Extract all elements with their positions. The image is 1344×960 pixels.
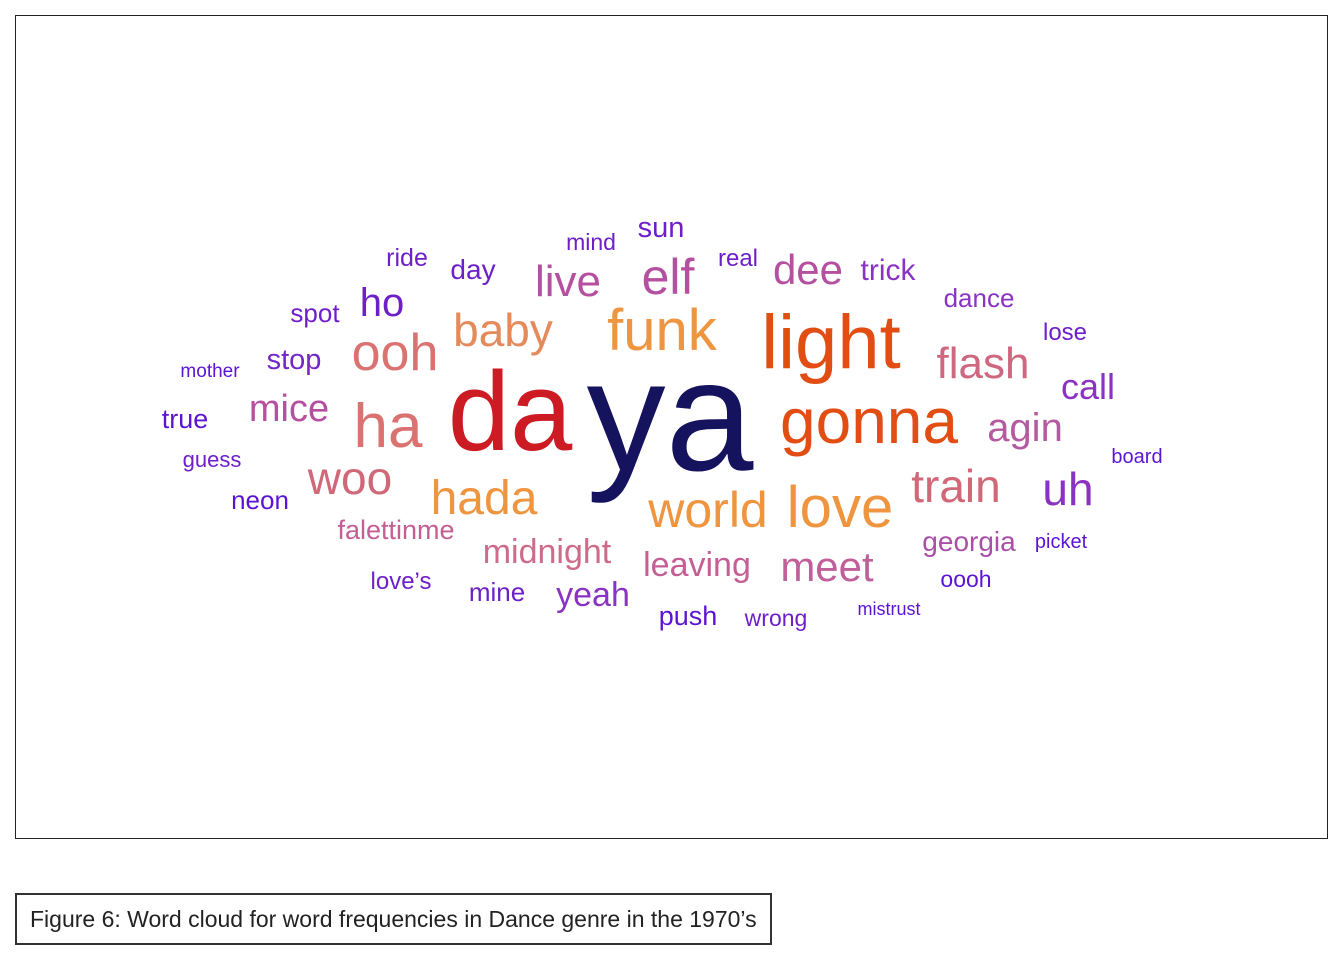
word-19: agin — [987, 406, 1063, 450]
word-49: mother — [180, 361, 240, 382]
word-47: board — [1111, 446, 1162, 468]
word-32: day — [450, 254, 495, 285]
word-21: midnight — [483, 533, 612, 571]
word-16: live — [535, 257, 601, 306]
word-28: georgia — [922, 526, 1016, 557]
word-40: ride — [386, 244, 428, 272]
word-30: trick — [861, 254, 917, 287]
word-27: falettinme — [337, 515, 454, 545]
word-44: oooh — [940, 566, 991, 592]
word-42: mind — [566, 229, 616, 255]
word-10: ha — [354, 392, 423, 461]
word-45: wrong — [744, 605, 808, 631]
word-39: spot — [290, 298, 340, 328]
word-33: sun — [638, 212, 685, 244]
word-41: real — [718, 245, 758, 272]
word-24: call — [1061, 366, 1115, 407]
word-23: uh — [1042, 463, 1093, 515]
word-43: lose — [1043, 319, 1087, 346]
word-34: true — [162, 404, 209, 434]
word-36: push — [659, 601, 718, 631]
word-22: leaving — [643, 546, 751, 584]
word-17: dee — [773, 246, 843, 293]
word-8: hada — [431, 472, 538, 525]
word-9: baby — [453, 304, 553, 356]
word-11: ooh — [352, 324, 439, 382]
word-50: mistrust — [858, 599, 921, 619]
word-35: neon — [231, 485, 289, 515]
word-48: picket — [1035, 531, 1088, 553]
word-37: mine — [469, 577, 525, 607]
word-6: love — [787, 475, 893, 540]
plot-frame — [15, 15, 1328, 839]
word-26: yeah — [556, 576, 630, 614]
figure-caption: Figure 6: Word cloud for word frequencie… — [15, 893, 772, 945]
word-1: ya — [587, 328, 754, 504]
word-38: love’s — [371, 568, 432, 595]
word-15: elf — [642, 249, 695, 305]
word-3: light — [761, 300, 900, 385]
word-25: ho — [360, 281, 405, 325]
word-12: woo — [307, 452, 392, 504]
word-2: da — [448, 349, 573, 474]
figure-caption-text: Figure 6: Word cloud for word frequencie… — [30, 905, 757, 932]
word-7: world — [647, 482, 767, 538]
word-46: guess — [183, 447, 242, 472]
word-31: dance — [944, 283, 1015, 313]
word-4: gonna — [780, 385, 958, 457]
word-5: funk — [607, 298, 718, 363]
word-13: train — [911, 460, 1000, 512]
word-18: meet — [780, 543, 874, 590]
word-20: mice — [249, 388, 329, 430]
word-14: flash — [937, 339, 1030, 388]
word-29: stop — [267, 344, 322, 376]
